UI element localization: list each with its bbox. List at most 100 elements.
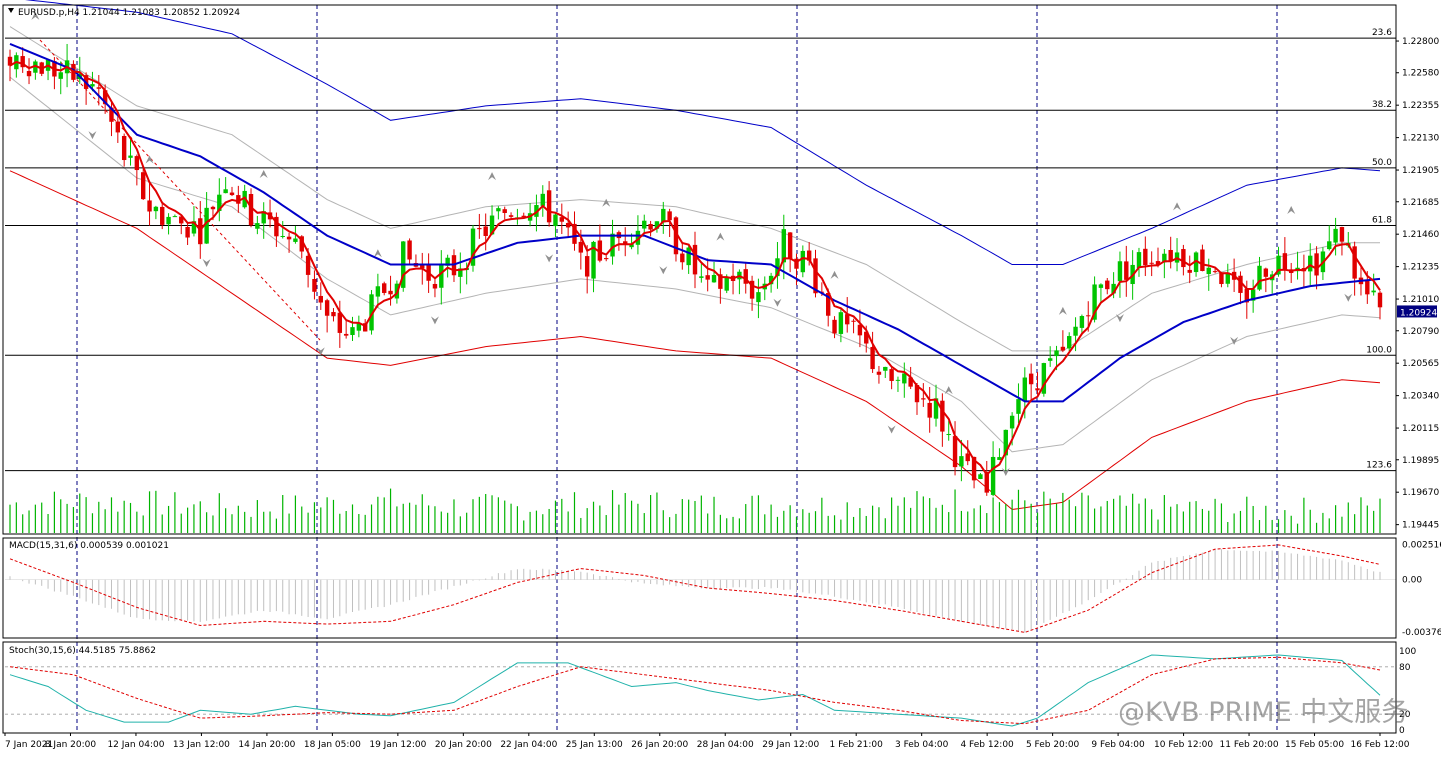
candle-body bbox=[261, 211, 266, 224]
fractal-down-arrow bbox=[1001, 468, 1010, 477]
candle-body bbox=[140, 172, 146, 200]
price-axis-label: 1.20790 bbox=[1402, 327, 1439, 337]
candle-body bbox=[1098, 284, 1104, 288]
time-axis-label: 15 Feb 05:00 bbox=[1285, 740, 1344, 750]
candle bbox=[1282, 237, 1288, 281]
candle bbox=[984, 460, 989, 496]
candle bbox=[134, 154, 140, 186]
candle-body bbox=[191, 221, 197, 234]
price-axis-label: 1.20565 bbox=[1402, 359, 1439, 369]
candle bbox=[565, 211, 571, 238]
stoch-axis-label: 20 bbox=[1399, 710, 1411, 720]
candle bbox=[1212, 268, 1218, 274]
candle bbox=[686, 244, 691, 274]
volume-bars bbox=[9, 488, 1381, 533]
candle-body bbox=[1352, 246, 1357, 279]
candle bbox=[331, 308, 336, 322]
candle-body bbox=[971, 456, 977, 481]
red-moving-average bbox=[9, 60, 1381, 477]
candle-body bbox=[470, 228, 476, 266]
macd-axis-label: -0.003769 bbox=[1402, 628, 1441, 638]
fib-level-label: 50.0 bbox=[1372, 158, 1392, 168]
candle bbox=[1257, 256, 1262, 291]
candle-body bbox=[172, 216, 178, 218]
candle bbox=[1301, 254, 1307, 288]
candle-body bbox=[914, 385, 920, 403]
candle-body bbox=[1060, 346, 1066, 351]
fractal-down-arrow bbox=[773, 298, 782, 307]
watermark: @KVB PRIME 中文服务 bbox=[1118, 690, 1408, 729]
candle bbox=[179, 216, 184, 235]
candle-body bbox=[845, 314, 850, 325]
candle bbox=[933, 384, 939, 427]
candle-body bbox=[965, 453, 970, 462]
candle bbox=[439, 250, 444, 305]
candle bbox=[584, 245, 590, 294]
time-axis-label: 25 Jan 13:00 bbox=[566, 740, 623, 750]
candle bbox=[388, 275, 393, 306]
candle-body bbox=[1225, 272, 1230, 284]
candle-body bbox=[1212, 271, 1218, 273]
time-axis-label: 16 Feb 12:00 bbox=[1350, 740, 1409, 750]
candle bbox=[483, 213, 488, 251]
candle-body bbox=[1092, 284, 1097, 320]
candle-body bbox=[90, 84, 95, 87]
candle-body bbox=[1282, 253, 1288, 270]
candle-body bbox=[350, 327, 355, 336]
price-axis-label: 1.19445 bbox=[1402, 521, 1439, 531]
candle-body bbox=[591, 241, 596, 279]
candle-body bbox=[1111, 283, 1116, 294]
candle-body bbox=[946, 434, 951, 436]
candle bbox=[540, 185, 545, 217]
time-axis-label: 13 Jan 12:00 bbox=[173, 740, 230, 750]
candle bbox=[496, 206, 501, 220]
stoch-axis-label: 100 bbox=[1399, 647, 1416, 657]
blue-moving-average bbox=[9, 42, 1381, 403]
candle-body bbox=[432, 283, 438, 289]
candle bbox=[610, 219, 615, 265]
candle bbox=[1352, 241, 1357, 296]
triangle-down-icon bbox=[8, 8, 14, 13]
candle bbox=[781, 214, 786, 280]
candle-body bbox=[229, 192, 235, 196]
fractal-down-arrow bbox=[202, 259, 211, 268]
stoch-signal-line bbox=[9, 656, 1381, 725]
candle-body bbox=[1117, 261, 1123, 282]
stoch-axis-label: 0 bbox=[1399, 726, 1405, 736]
time-axis-label: 11 Feb 20:00 bbox=[1220, 740, 1279, 750]
price-axis-label: 1.21235 bbox=[1402, 263, 1439, 273]
candle bbox=[1250, 279, 1256, 313]
candle-body bbox=[458, 268, 463, 277]
candle-body bbox=[1003, 429, 1008, 456]
candle bbox=[407, 238, 412, 264]
candle bbox=[921, 383, 926, 407]
candle bbox=[58, 61, 63, 95]
price-axis-label: 1.21685 bbox=[1402, 198, 1439, 208]
candle-body bbox=[642, 220, 647, 229]
candle bbox=[458, 252, 463, 294]
candle bbox=[286, 232, 292, 253]
candle bbox=[1219, 271, 1224, 288]
candle-body bbox=[895, 379, 901, 381]
candle bbox=[115, 112, 121, 143]
candle-body bbox=[699, 276, 704, 278]
candle bbox=[718, 268, 723, 304]
candle-body bbox=[147, 200, 152, 212]
candle bbox=[153, 205, 159, 220]
time-axis-label: 19 Jan 12:00 bbox=[369, 740, 426, 750]
candle bbox=[692, 231, 698, 289]
fractal-up-arrow bbox=[31, 11, 40, 20]
candle-body bbox=[337, 312, 343, 333]
candle bbox=[1117, 251, 1123, 298]
fractal-up-arrow bbox=[259, 169, 268, 178]
fractal-down-arrow bbox=[1115, 314, 1124, 323]
candle bbox=[832, 316, 837, 339]
candle-body bbox=[1022, 377, 1028, 402]
candle-body bbox=[121, 135, 127, 161]
stochastic-panel bbox=[5, 654, 1396, 727]
candle-body bbox=[1155, 261, 1161, 265]
trend-line bbox=[39, 39, 321, 341]
candle bbox=[705, 258, 710, 292]
